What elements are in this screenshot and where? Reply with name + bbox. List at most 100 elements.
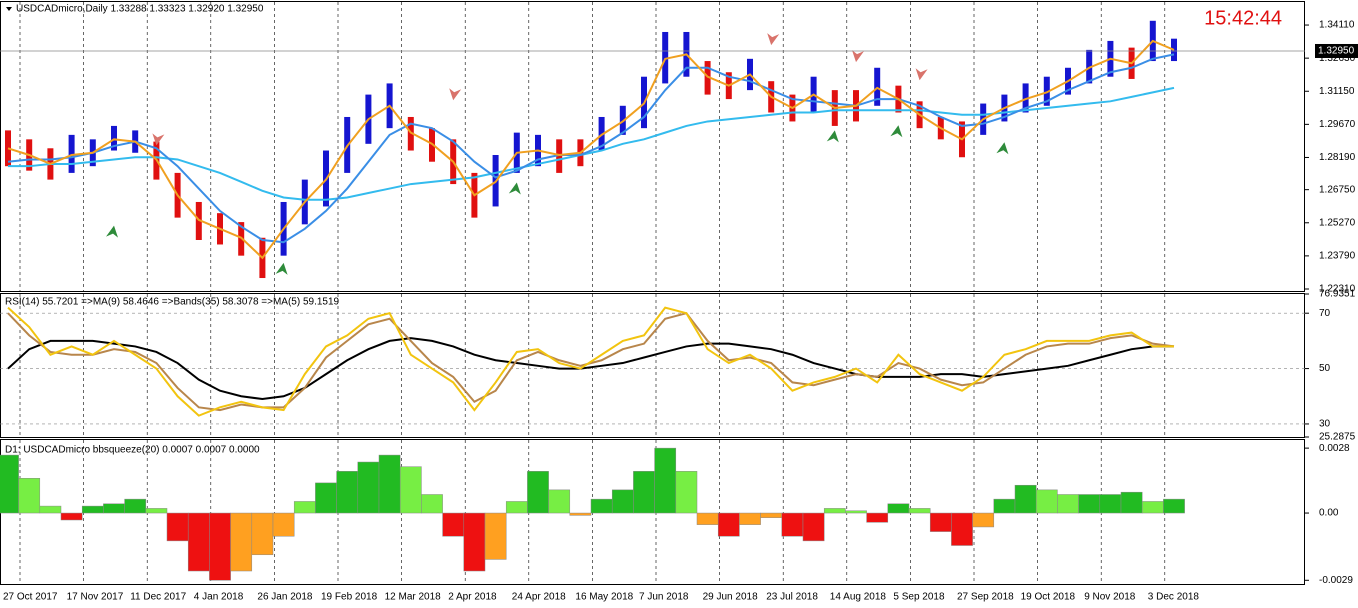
histogram-bar (187, 512, 210, 572)
x-tick-label: 12 Mar 2018 (385, 592, 442, 603)
histogram-bar (421, 494, 443, 514)
histogram-bar (209, 512, 231, 581)
histogram-bar (802, 512, 825, 542)
y-tick-label: 76.9351 (1319, 289, 1356, 300)
histogram-bar (463, 512, 486, 572)
histogram-bar (39, 505, 62, 514)
histogram-bar (103, 503, 125, 514)
histogram-bar (60, 512, 83, 521)
x-tick-label: 23 Jul 2018 (766, 592, 818, 603)
histogram-bar (548, 489, 571, 514)
x-tick-label: 29 Jun 2018 (703, 592, 758, 603)
clock: 15:42:44 (1204, 7, 1282, 29)
y-tick-label: 70 (1319, 308, 1331, 319)
y-tick-label: 1.28190 (1319, 152, 1356, 163)
x-tick-label: 26 Jan 2018 (257, 592, 312, 603)
x-tick-label: 19 Feb 2018 (321, 592, 378, 603)
histogram-bar (1099, 494, 1122, 514)
price-title: USDCADmicro,Daily 1.33288 1.33323 1.3292… (16, 4, 264, 15)
histogram-bar (357, 461, 380, 514)
x-tick-label: 3 Dec 2018 (1148, 592, 1200, 603)
rsi-pane (0, 293, 1305, 438)
histogram-bar (315, 482, 337, 514)
x-tick-label: 19 Oct 2018 (1021, 592, 1076, 603)
histogram-bar (675, 471, 698, 514)
histogram-bar (124, 498, 147, 514)
y-tick-label: 1.31150 (1319, 86, 1355, 97)
histogram-bar (887, 503, 910, 514)
histogram-bar (696, 512, 719, 525)
histogram-bar (929, 512, 952, 532)
x-tick-label: 27 Oct 2017 (3, 592, 58, 603)
histogram-bar (951, 512, 973, 546)
x-tick-label: 4 Jan 2018 (194, 592, 244, 603)
x-tick-label: 9 Nov 2018 (1084, 592, 1136, 603)
x-tick-label: 27 Sep 2018 (957, 592, 1014, 603)
histogram-bar (18, 478, 41, 514)
histogram-bar (993, 498, 1016, 514)
buy-arrow (106, 225, 118, 238)
menu-triangle (6, 7, 12, 11)
series-line (8, 86, 1175, 201)
series-line (7, 306, 1174, 417)
histogram-bar (739, 512, 761, 525)
price-bar (556, 139, 563, 173)
price-bar (1171, 38, 1177, 62)
x-tick-label: 16 May 2018 (575, 592, 633, 603)
squeeze-title: D1: USDCADmicro bbsqueeze(20) 0.0007 0.0… (5, 445, 260, 456)
histogram-bar (760, 512, 783, 518)
y-tick-label: 1.32630 (1319, 53, 1356, 64)
histogram-bar (823, 508, 846, 514)
y-tick-label: 1.23790 (1319, 251, 1356, 262)
y-tick-label: 1.26750 (1319, 184, 1356, 195)
sell-arrow (852, 50, 864, 63)
price-bar (1086, 49, 1093, 84)
histogram-bar (399, 466, 422, 514)
price-bar (68, 134, 75, 173)
histogram-bar (654, 447, 677, 514)
price-bar (111, 125, 117, 151)
x-tick-label: 24 Apr 2018 (512, 592, 566, 603)
series-line (7, 337, 1174, 401)
buy-arrow (996, 142, 1009, 155)
histogram-bar (145, 508, 168, 514)
y-tick-label: 30 (1319, 419, 1331, 430)
series-line (7, 53, 1175, 244)
histogram-bar (527, 471, 549, 514)
histogram-bar (484, 512, 507, 560)
y-tick-label: 1.25270 (1319, 217, 1356, 228)
histogram-bar (569, 512, 592, 516)
histogram-bar (611, 489, 634, 514)
histogram-bar (908, 508, 931, 514)
x-tick-label: 17 Nov 2017 (67, 592, 124, 603)
histogram-bar (166, 512, 189, 542)
histogram-bar (972, 512, 995, 528)
sell-arrow (915, 68, 928, 81)
histogram-bar (378, 454, 401, 514)
price-bar (1022, 83, 1029, 113)
buy-arrow (826, 130, 839, 143)
y-tick-label: 0.0028 (1319, 443, 1350, 454)
histogram-bar (0, 454, 19, 514)
histogram-bar (336, 471, 359, 514)
rsi-title: RSI(14) 55.7201 =>MA(9) 58.4646 =>Bands(… (5, 297, 340, 308)
histogram-bar (293, 501, 316, 514)
sell-arrow (449, 88, 462, 101)
price-pane (0, 1, 1305, 292)
histogram-bar (505, 501, 528, 514)
histogram-bar (1163, 498, 1185, 514)
sell-arrow (767, 33, 780, 46)
histogram-bar (1141, 501, 1164, 514)
histogram-bar (251, 512, 274, 556)
histogram-bar (845, 510, 867, 514)
y-tick-label: 1.29670 (1319, 119, 1356, 130)
histogram-bar (1014, 484, 1037, 514)
histogram-bar (781, 512, 804, 537)
buy-arrow (508, 182, 521, 195)
histogram-bar (1057, 494, 1079, 514)
histogram-bar (866, 512, 889, 523)
price-bar (5, 130, 11, 167)
y-tick-label: 0.00 (1319, 508, 1339, 519)
histogram-bar (230, 512, 253, 572)
